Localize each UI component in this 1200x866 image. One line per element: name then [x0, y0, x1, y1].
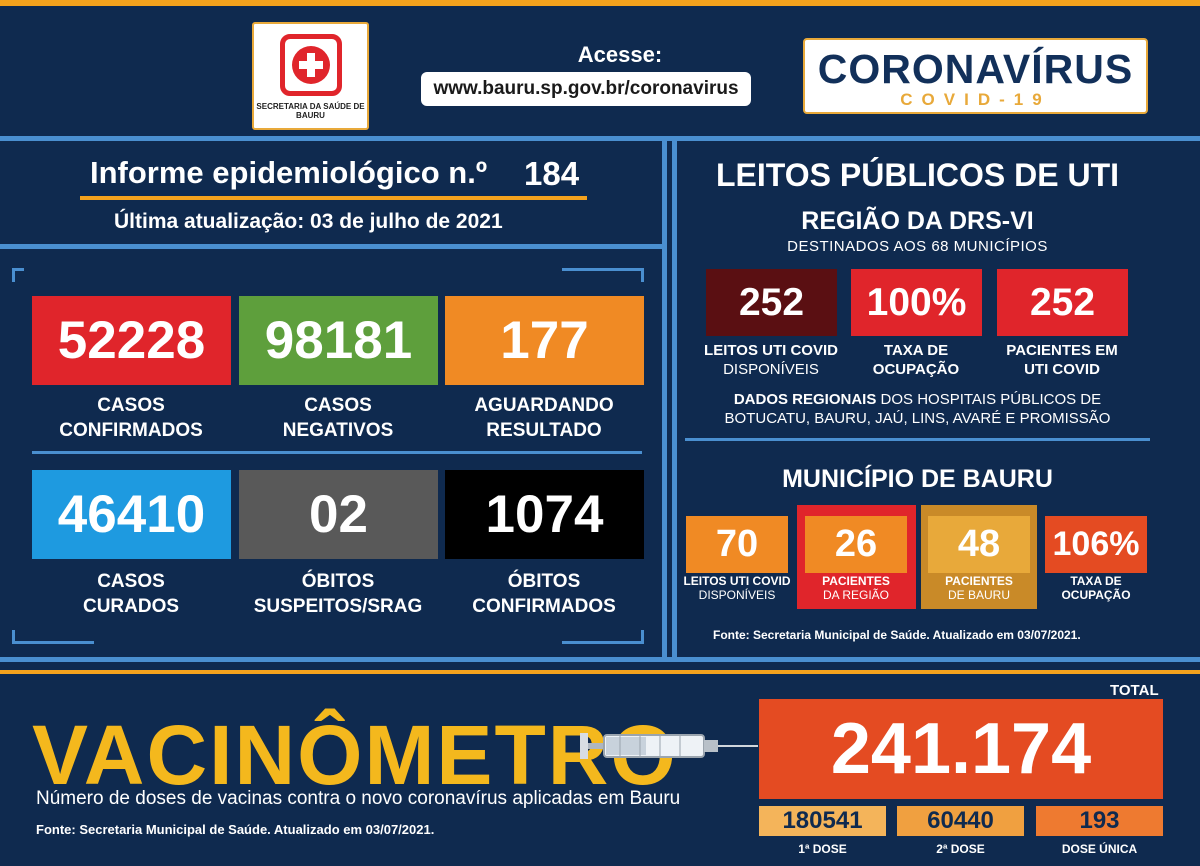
uti-region: REGIÃO DA DRS-VI — [801, 207, 1034, 235]
municipio-label-line: TAXA DE — [1070, 574, 1122, 588]
uti-label-line: UTI COVID — [1024, 361, 1100, 378]
vacinometro-subtitle: Número de doses de vacinas contra o novo… — [36, 788, 681, 809]
dose-unica-label: DOSE ÚNICA — [1061, 842, 1138, 856]
municipio-leitos: 70 — [686, 516, 788, 573]
panel-corner — [12, 630, 94, 644]
divider — [672, 141, 677, 657]
municipio-label: LEITOS UTI COVID DISPONÍVEIS — [678, 574, 796, 602]
stat-label-line: CONFIRMADOS — [59, 420, 203, 441]
dose-1-label: 1ª DOSE — [798, 842, 847, 856]
divider — [685, 438, 1150, 441]
uti-title: LEITOS PÚBLICOS DE UTI — [716, 157, 1119, 193]
acesse-label: Acesse: — [577, 42, 663, 67]
stat-obitos-suspeitos: 02 — [239, 470, 438, 559]
uti-label: PACIENTES EM UTI COVID — [992, 341, 1132, 379]
municipio-pacientes-bauru: 48 — [928, 516, 1030, 573]
panel-corner — [562, 268, 644, 282]
dose-2-label: 2ª DOSE — [936, 842, 985, 856]
stat-label: CASOS NEGATIVOS — [228, 393, 448, 443]
municipio-label-line: PACIENTES — [822, 574, 890, 588]
panel-corner — [12, 268, 24, 282]
uti-label: LEITOS UTI COVID DISPONÍVEIS — [691, 341, 851, 379]
stat-label-line: ÓBITOS — [301, 571, 375, 592]
municipio-label-line: LEITOS UTI COVID — [683, 574, 791, 588]
top-stripe — [0, 0, 1200, 6]
coronavirus-brand: CORONAVÍRUS COVID-19 — [803, 38, 1148, 114]
stat-label-line: CONFIRMADOS — [472, 596, 616, 617]
dados-rest: DOS HOSPITAIS PÚBLICOS DE — [876, 391, 1102, 408]
stat-label: CASOS CONFIRMADOS — [21, 393, 241, 443]
informe-number: 184 — [524, 155, 580, 192]
stat-label: ÓBITOS SUSPEITOS/SRAG — [228, 569, 448, 619]
uti-label-line: PACIENTES EM — [1006, 342, 1118, 359]
syringe-icon — [580, 733, 758, 759]
municipio-taxa-ocupacao: 106% — [1045, 516, 1147, 573]
divider — [0, 657, 1200, 662]
stat-label-line: CASOS — [97, 395, 165, 416]
stat-label-line: ÓBITOS — [507, 571, 581, 592]
stat-label: ÓBITOS CONFIRMADOS — [434, 569, 654, 619]
dados-line2: BOTUCATU, BAURU, JAÚ, LINS, AVARÉ E PROM… — [724, 410, 1111, 427]
stat-label-line: AGUARDANDO — [474, 395, 614, 416]
stat-label-line: RESULTADO — [486, 420, 602, 441]
uti-label-line: OCUPAÇÃO — [872, 361, 960, 378]
uti-label-line: LEITOS UTI COVID — [704, 342, 838, 359]
dados-bold: DADOS REGIONAIS — [733, 391, 877, 408]
stat-label: AGUARDANDO RESULTADO — [434, 393, 654, 443]
uti-pacientes: 252 — [997, 269, 1128, 336]
municipio-label-line: DE BAURU — [947, 588, 1010, 602]
municipio-label-line: OCUPAÇÃO — [1061, 588, 1131, 602]
uti-leitos-disponiveis: 252 — [706, 269, 837, 336]
stat-casos-confirmados: 52228 — [32, 296, 231, 385]
brand-title: CORONAVÍRUS — [817, 46, 1134, 92]
uti-taxa-ocupacao: 100% — [851, 269, 982, 336]
dose-1: 180541 — [759, 806, 886, 836]
municipio-title: MUNICÍPIO DE BAURU — [782, 465, 1053, 493]
uti-label-line: DISPONÍVEIS — [723, 361, 819, 378]
panel-corner — [562, 630, 644, 644]
site-url-link[interactable]: www.bauru.sp.gov.br/coronavirus — [421, 72, 751, 106]
uti-destinados: DESTINADOS AOS 68 MUNICÍPIOS — [787, 238, 1048, 255]
red-cross-icon — [280, 34, 342, 96]
municipio-label-line: DISPONÍVEIS — [698, 588, 776, 602]
informe-underline — [80, 196, 587, 200]
total-doses: 241.174 — [759, 699, 1163, 799]
municipio-label: TAXA DE OCUPAÇÃO — [1037, 574, 1155, 602]
dose-2: 60440 — [897, 806, 1024, 836]
stat-aguardando-resultado: 177 — [445, 296, 644, 385]
divider — [0, 136, 1200, 141]
stat-label-line: CASOS — [97, 571, 165, 592]
saude-bauru-logo: SECRETARIA DA SAÚDE DE BAURU — [252, 22, 369, 130]
stat-label: CASOS CURADOS — [21, 569, 241, 619]
stat-obitos-confirmados: 1074 — [445, 470, 644, 559]
brand-subtitle: COVID-19 — [900, 90, 1051, 109]
stat-label-line: SUSPEITOS/SRAG — [253, 596, 423, 617]
stat-casos-negativos: 98181 — [239, 296, 438, 385]
uti-fonte: Fonte: Secretaria Municipal de Saúde. At… — [713, 628, 1081, 642]
uti-label-line: TAXA DE — [883, 342, 949, 359]
municipio-label: PACIENTES DA REGIÃO — [797, 574, 915, 602]
divider — [0, 670, 1200, 674]
total-label: TOTAL — [1110, 682, 1159, 699]
logo-text: SECRETARIA DA SAÚDE DE BAURU — [256, 102, 365, 120]
divider — [0, 244, 664, 249]
uti-label: TAXA DE OCUPAÇÃO — [846, 341, 986, 379]
vacinometro-title: VACINÔMETRO — [32, 708, 678, 802]
municipio-pacientes-regiao: 26 — [805, 516, 907, 573]
divider — [32, 451, 642, 454]
last-update: Última atualização: 03 de julho de 2021 — [114, 210, 503, 233]
stat-label-line: CURADOS — [82, 596, 180, 617]
municipio-label-line: PACIENTES — [945, 574, 1013, 588]
municipio-label-line: DA REGIÃO — [822, 588, 890, 602]
divider — [662, 141, 667, 657]
vacinometro-fonte: Fonte: Secretaria Municipal de Saúde. At… — [36, 822, 435, 837]
municipio-label: PACIENTES DE BAURU — [920, 574, 1038, 602]
dose-unica: 193 — [1036, 806, 1163, 836]
stat-label-line: NEGATIVOS — [282, 420, 394, 441]
dados-regionais: DADOS REGIONAIS DOS HOSPITAIS PÚBLICOS D… — [685, 390, 1150, 428]
stat-casos-curados: 46410 — [32, 470, 231, 559]
stat-label-line: CASOS — [304, 395, 372, 416]
informe-title: Informe epidemiológico n.º — [90, 155, 488, 190]
